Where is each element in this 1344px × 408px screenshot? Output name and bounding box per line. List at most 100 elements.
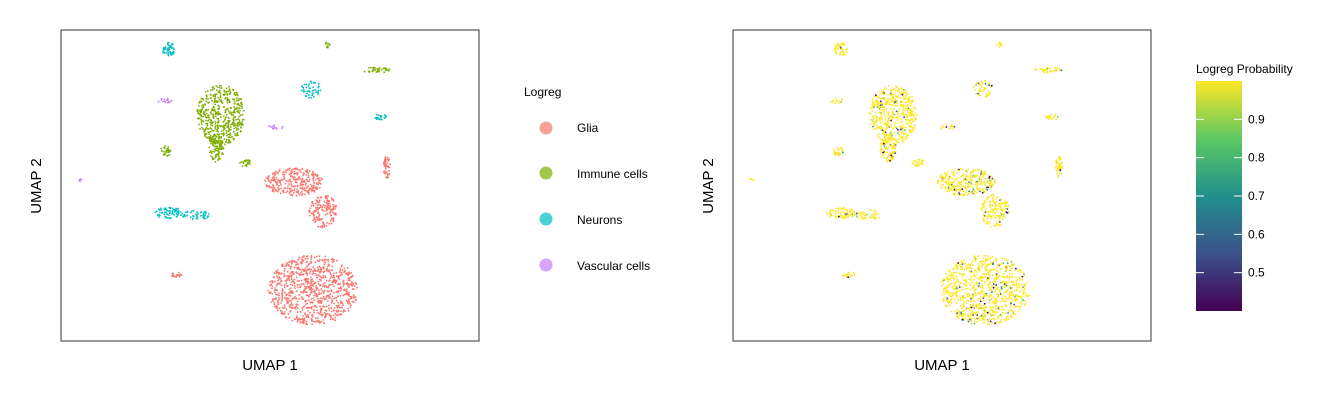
right-point xyxy=(991,284,994,287)
right-y-axis-label: UMAP 2 xyxy=(700,158,717,214)
left-point xyxy=(204,113,207,116)
left-point xyxy=(276,269,279,271)
right-point xyxy=(968,190,970,193)
right-point xyxy=(977,308,980,311)
left-point xyxy=(233,122,236,125)
left-point xyxy=(331,283,334,286)
left-point xyxy=(337,295,339,298)
left-point xyxy=(302,174,304,177)
right-point xyxy=(992,286,995,289)
left-point xyxy=(206,90,209,93)
right-point xyxy=(997,286,999,289)
left-point xyxy=(218,107,220,110)
right-point xyxy=(991,306,993,308)
left-point xyxy=(387,158,389,161)
right-point xyxy=(980,290,982,293)
left-point xyxy=(290,188,293,190)
left-point xyxy=(237,94,239,97)
left-point xyxy=(214,95,217,98)
left-point xyxy=(311,283,314,286)
right-point xyxy=(1050,113,1053,116)
left-point xyxy=(190,211,192,214)
right-point xyxy=(970,306,973,309)
right-point xyxy=(837,209,840,212)
right-point xyxy=(883,139,886,142)
left-point xyxy=(282,313,284,315)
right-point xyxy=(991,205,994,207)
left-point xyxy=(208,139,211,141)
right-point xyxy=(1010,303,1013,306)
left-point xyxy=(274,287,277,289)
left-point xyxy=(212,115,215,118)
left-point xyxy=(304,312,306,314)
left-point xyxy=(317,311,319,314)
left-point xyxy=(227,133,230,136)
left-point xyxy=(377,114,380,116)
left-point xyxy=(352,288,355,290)
left-point xyxy=(234,94,237,97)
right-point xyxy=(1004,200,1006,203)
left-point xyxy=(231,135,234,138)
right-point xyxy=(876,101,879,104)
left-point xyxy=(317,208,319,211)
left-point xyxy=(284,311,286,313)
right-point xyxy=(983,302,986,305)
left-point xyxy=(275,270,277,273)
right-point xyxy=(948,270,951,273)
left-point xyxy=(313,81,315,84)
left-point xyxy=(283,296,286,299)
left-point xyxy=(270,287,273,290)
left-point xyxy=(226,98,229,101)
right-point xyxy=(891,146,894,149)
left-point xyxy=(225,116,227,119)
right-point xyxy=(1017,276,1020,279)
right-point xyxy=(917,164,920,167)
left-point xyxy=(319,266,321,269)
right-point xyxy=(991,322,993,324)
left-point xyxy=(306,294,308,297)
right-point xyxy=(898,134,901,136)
right-point xyxy=(1046,71,1049,73)
right-point xyxy=(1060,163,1063,165)
right-point xyxy=(890,130,892,133)
right-point xyxy=(969,288,971,291)
right-point xyxy=(889,156,891,159)
left-point xyxy=(336,291,339,294)
right-point xyxy=(1010,314,1013,317)
right-point xyxy=(981,290,984,293)
left-point xyxy=(374,117,376,119)
left-point xyxy=(313,190,316,192)
right-point xyxy=(902,141,905,143)
left-point xyxy=(164,211,166,214)
right-point xyxy=(1019,269,1022,272)
right-point xyxy=(1008,210,1010,213)
left-point xyxy=(274,178,277,181)
left-point xyxy=(241,113,244,116)
left-point xyxy=(284,284,286,286)
left-point xyxy=(317,225,320,228)
right-point xyxy=(987,269,990,272)
left-point xyxy=(166,154,169,157)
left-point xyxy=(303,83,306,86)
right-point xyxy=(986,311,989,314)
right-point xyxy=(833,47,836,50)
left-point xyxy=(301,193,304,196)
left-point xyxy=(283,291,286,294)
left-point xyxy=(197,213,199,216)
left-point xyxy=(319,322,321,324)
left-point xyxy=(213,108,216,111)
right-point xyxy=(906,101,909,103)
right-point xyxy=(903,129,906,132)
right-point xyxy=(897,141,899,144)
left-point xyxy=(316,276,319,279)
right-point xyxy=(913,105,915,108)
right-point xyxy=(942,298,945,301)
right-point xyxy=(989,186,992,189)
right-point xyxy=(1049,70,1052,72)
right-point xyxy=(903,98,906,100)
right-point xyxy=(981,265,984,267)
left-point xyxy=(277,309,279,311)
left-point xyxy=(290,180,293,183)
right-point xyxy=(918,158,921,161)
right-point xyxy=(834,45,836,48)
